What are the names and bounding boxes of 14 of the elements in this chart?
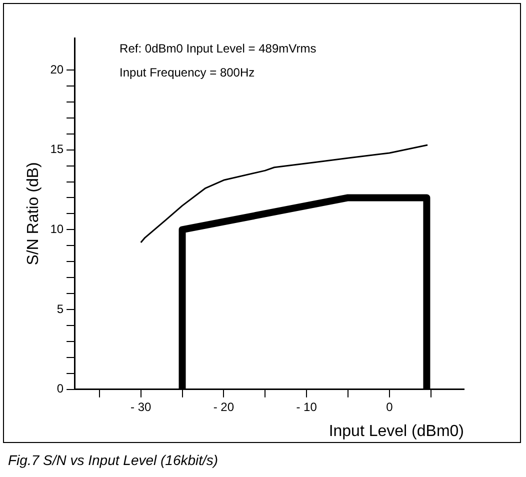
text: Fig.7 S/N vs Input Level (16kbit/s)	[8, 452, 218, 468]
x-tick-label: - 30	[130, 400, 152, 414]
x-tick-label: 0	[386, 400, 394, 414]
y-tick-label: 20	[50, 62, 64, 76]
y-tick-label: 0	[56, 382, 64, 396]
y-axis-title: S/N Ratio (dB)	[25, 162, 42, 266]
y-tick-label: 10	[50, 222, 64, 236]
annotation: Input Frequency = 800Hz	[120, 65, 255, 80]
x-axis-title: Input Level (dBm0)	[328, 422, 464, 440]
y-tick-label: 15	[50, 142, 64, 156]
x-tick-label: - 10	[296, 400, 318, 414]
x-tick-label: - 20	[213, 400, 234, 414]
y-tick-label: 5	[56, 302, 64, 316]
annotation: Ref: 0dBm0 Input Level = 489mVrms	[120, 41, 316, 56]
